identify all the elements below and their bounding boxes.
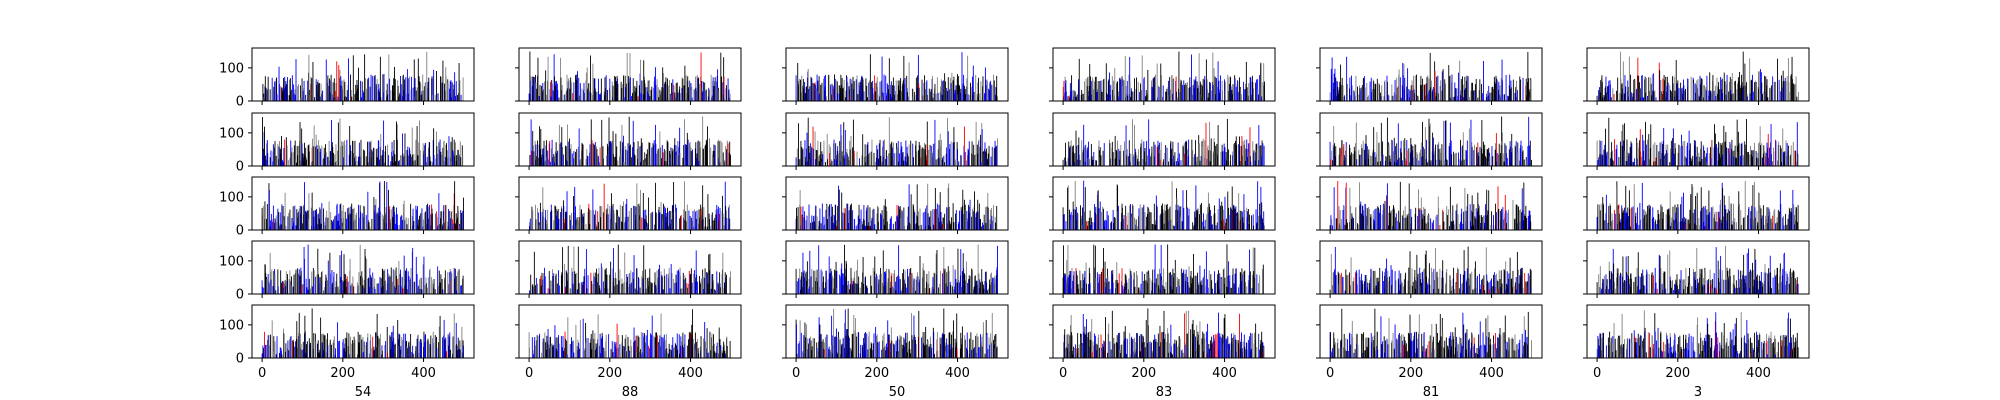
y-tick-label: 100 [219,61,244,76]
axes-frame [1052,47,1276,102]
axes-frame [1586,112,1810,167]
bar-series [1596,117,1799,166]
axes-frame [518,112,742,167]
y-tick-label: 0 [236,95,244,110]
bar-series [1329,116,1532,166]
panel-r2-c1 [515,176,742,234]
panel-r2-c5 [1583,176,1810,234]
axes-frame [1319,176,1543,231]
bar-series [1596,181,1799,230]
axes-frame [1052,112,1276,167]
bar-series [1062,180,1265,230]
axes-frame [1586,47,1810,102]
bar-series [1329,180,1532,230]
y-tick-label: 0 [236,160,244,175]
panel-r2-c3 [1049,176,1276,234]
bar-series [1596,51,1799,101]
panel-r1-c3 [1049,112,1276,170]
panel-r2-c0: 0 100 [219,176,475,239]
y-tick-label: 100 [219,126,244,141]
axes-frame [1319,47,1543,102]
bar-series [262,117,464,166]
panel-r0-c2 [782,47,1009,105]
axes-frame [251,47,475,102]
axes-frame [518,176,742,231]
bar-series [529,181,731,230]
y-tick-label: 100 [219,190,244,205]
panel-r0-c0: 0 100 [219,47,475,110]
bar-series [795,183,998,230]
bar-series [1329,52,1532,101]
panel-r0-c3 [1049,47,1276,105]
axes-frame [251,112,475,167]
axes-frame [518,47,742,102]
bar-series [528,51,731,101]
panel-r0-c5 [1583,47,1810,105]
axes-frame [251,176,475,231]
panel-r2-c4 [1316,176,1543,234]
panel-r0-c1 [515,47,742,105]
panel-r0-c4 [1316,47,1543,105]
bar-series [262,51,464,101]
axes-frame [785,176,1009,231]
bar-series [1062,51,1265,101]
panel-r1-c2 [782,112,1009,170]
panel-r1-c1 [515,112,742,170]
panel-r1-c0: 0 100 [219,112,475,175]
bar-series [795,117,998,166]
axes-frame [785,47,1009,102]
axes-frame [785,112,1009,167]
panel-r2-c2 [782,176,1009,234]
panel-r1-c4 [1316,112,1543,170]
bar-series [529,116,731,166]
y-tick-label: 0 [236,224,244,239]
axes-frame [1052,176,1276,231]
bar-series [1062,118,1265,166]
bar-series [795,52,998,101]
bar-series [261,181,464,230]
panel-r1-c5 [1583,112,1810,170]
axes-frame [1319,112,1543,167]
